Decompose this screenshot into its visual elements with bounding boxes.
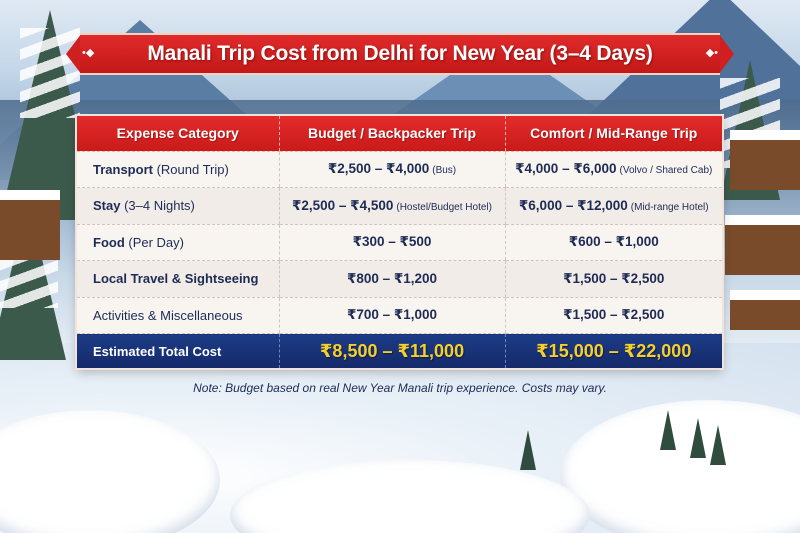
budget-cell: ₹2,500 – ₹4,500 (Hostel/Budget Hotel) — [278, 187, 505, 225]
category-cell: Stay (3–4 Nights) — [77, 187, 279, 225]
wooden-cabin — [730, 130, 800, 190]
cost-table: Expense Category Budget / Backpacker Tri… — [77, 116, 722, 368]
table-row: Activities & Miscellaneous ₹700 – ₹1,000… — [77, 297, 722, 334]
budget-cell: ₹700 – ₹1,000 — [278, 297, 505, 334]
table-row: Local Travel & Sightseeing ₹800 – ₹1,200… — [77, 260, 722, 298]
table-row: Food (Per Day) ₹300 – ₹500 ₹600 – ₹1,000 — [77, 224, 722, 261]
table-row: Transport (Round Trip) ₹2,500 – ₹4,000 (B… — [77, 151, 722, 188]
comfort-cell: ₹4,000 – ₹6,000 (Volvo / Shared Cab) — [504, 151, 722, 188]
small-pine — [690, 418, 706, 458]
total-row: Estimated Total Cost ₹8,500 – ₹11,000 ₹1… — [77, 333, 722, 368]
category-cell: Local Travel & Sightseeing — [77, 260, 279, 298]
small-pine — [660, 410, 676, 450]
budget-cell: ₹2,500 – ₹4,000 (Bus) — [278, 151, 505, 188]
column-header-category: Expense Category — [77, 116, 279, 152]
comfort-cell: ₹1,500 – ₹2,500 — [504, 297, 722, 334]
comfort-cell: ₹600 – ₹1,000 — [504, 224, 722, 261]
snow-drift — [0, 410, 220, 533]
footnote: Note: Budget based on real New Year Mana… — [193, 381, 607, 395]
wooden-cabin — [730, 290, 800, 330]
total-budget-cell: ₹8,500 – ₹11,000 — [278, 333, 505, 368]
budget-cell: ₹800 – ₹1,200 — [278, 260, 505, 298]
category-cell: Activities & Miscellaneous — [77, 297, 279, 334]
banner-body: Manali Trip Cost from Delhi for New Year… — [80, 33, 720, 75]
total-label-cell: Estimated Total Cost — [77, 333, 279, 368]
total-comfort-cell: ₹15,000 – ₹22,000 — [504, 333, 722, 368]
diamond-ornament-icon: •◆ — [82, 47, 95, 59]
column-header-budget: Budget / Backpacker Trip — [278, 116, 505, 152]
page-title: Manali Trip Cost from Delhi for New Year… — [147, 42, 653, 65]
budget-cell: ₹300 – ₹500 — [278, 224, 505, 261]
wooden-cabin — [725, 215, 800, 275]
comfort-cell: ₹6,000 – ₹12,000 (Mid-range Hotel) — [504, 187, 722, 225]
category-cell: Transport (Round Trip) — [77, 151, 279, 188]
banner-right-tip — [718, 33, 734, 75]
table-row: Stay (3–4 Nights) ₹2,500 – ₹4,500 (Hostel… — [77, 187, 722, 225]
banner-left-tip — [66, 33, 82, 75]
comfort-cell: ₹1,500 – ₹2,500 — [504, 260, 722, 298]
category-cell: Food (Per Day) — [77, 224, 279, 261]
table-header-row: Expense Category Budget / Backpacker Tri… — [77, 116, 722, 152]
small-pine — [520, 430, 536, 470]
diamond-ornament-icon: ◆• — [705, 47, 718, 59]
column-header-comfort: Comfort / Mid-Range Trip — [504, 116, 722, 152]
small-pine — [710, 425, 726, 465]
title-banner: Manali Trip Cost from Delhi for New Year… — [66, 33, 734, 75]
wooden-cabin — [0, 190, 60, 260]
